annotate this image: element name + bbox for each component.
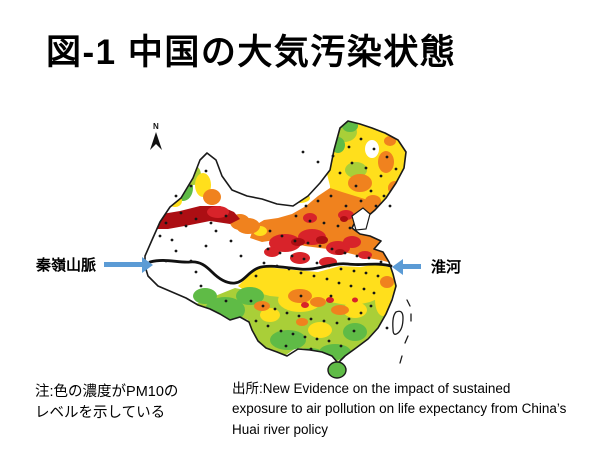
source-line-3: Huai river policy <box>232 421 329 437</box>
annotation-qinling: 秦嶺山脈 <box>36 254 154 275</box>
svg-text:N: N <box>153 122 159 131</box>
qinling-label: 秦嶺山脈 <box>36 257 97 274</box>
taiwan-island <box>385 299 412 364</box>
note-text: 注:色の濃度がPM10の レベルを示している <box>35 382 178 424</box>
source-line-1: 出所:New Evidence on the impact of sustain… <box>232 381 511 396</box>
pollution-choropleth <box>145 121 406 363</box>
city-dots <box>158 137 398 351</box>
arrow-left-icon <box>392 258 421 275</box>
north-arrow-icon: N <box>150 122 162 150</box>
source-line-2: exposure to air pollution on life expect… <box>232 401 567 417</box>
note-line-1: 注:色の濃度がPM10の <box>35 384 179 400</box>
arrow-right-icon <box>104 256 154 273</box>
hainan-island <box>327 361 347 379</box>
bohai-inlet <box>351 207 371 231</box>
region-north-china <box>250 188 398 262</box>
page-title: 図-1 中国の大気汚染状態 <box>46 33 457 72</box>
region-severe-pollution <box>264 210 372 267</box>
note-line-2: レベルを示している <box>35 405 166 422</box>
source-text: 出所:New Evidence on the impact of sustain… <box>232 379 572 440</box>
annotation-huai: 淮河 <box>391 256 461 277</box>
huai-label: 淮河 <box>431 259 462 276</box>
china-outline <box>144 120 407 364</box>
qinling-huai-line <box>148 259 393 285</box>
